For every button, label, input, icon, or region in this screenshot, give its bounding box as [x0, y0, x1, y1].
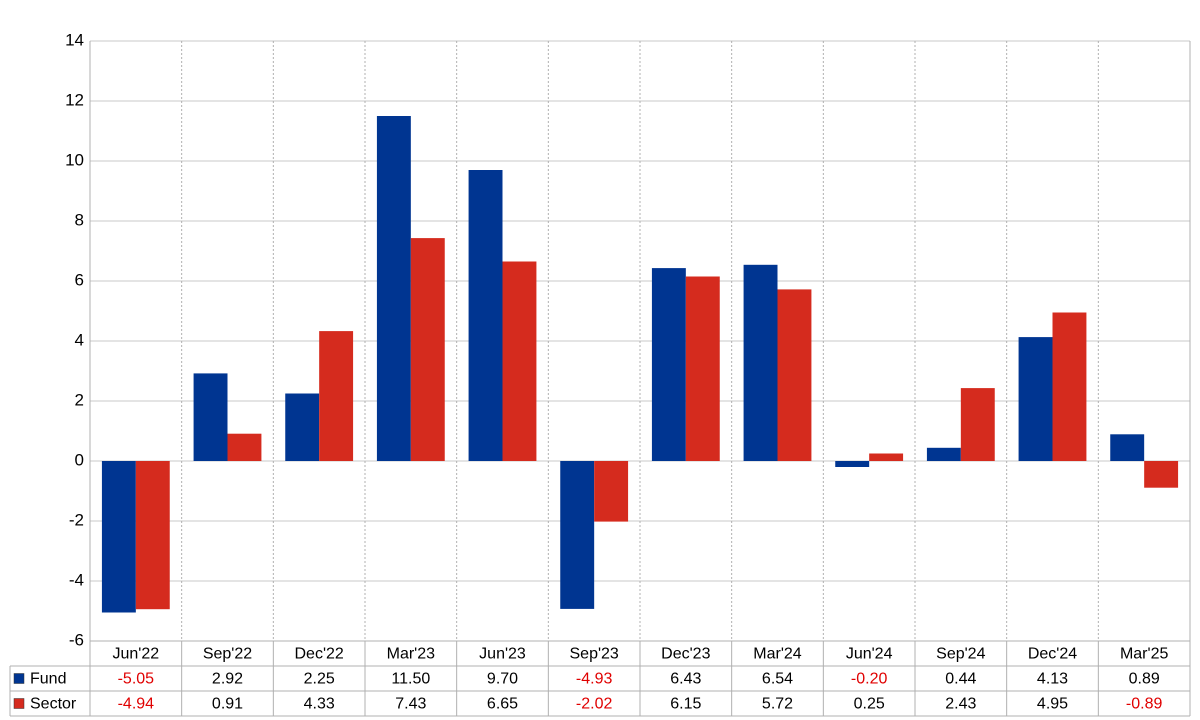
bar	[502, 261, 537, 461]
x-tick-label: Dec'22	[295, 646, 344, 663]
table-value: 11.50	[391, 671, 430, 688]
legend-swatch	[13, 673, 25, 684]
bar	[777, 289, 812, 461]
table-value: 2.92	[212, 671, 243, 688]
table-value: -4.94	[118, 696, 155, 713]
x-tick-label: Sep'23	[570, 646, 619, 663]
bar	[685, 276, 720, 461]
bar	[869, 453, 904, 461]
legend-swatch	[13, 698, 25, 709]
table-value: 0.44	[945, 671, 976, 688]
table-value: 4.13	[1037, 671, 1068, 688]
x-tick-label: Sep'22	[203, 646, 252, 663]
table-value: 0.91	[212, 696, 243, 713]
x-tick-label: Mar'23	[387, 646, 436, 663]
bar	[376, 116, 411, 461]
x-tick-label: Mar'24	[753, 646, 802, 663]
bar	[651, 268, 686, 461]
bar	[319, 331, 354, 461]
table-value: -4.93	[576, 671, 613, 688]
bar	[926, 447, 961, 461]
table-value: 2.43	[945, 696, 976, 713]
y-tick-label: 12	[65, 90, 84, 109]
table-value: 5.72	[762, 696, 793, 713]
table-value: 9.70	[487, 671, 518, 688]
legend-label: Sector	[30, 696, 77, 713]
y-tick-label: 6	[75, 270, 84, 289]
bar	[1110, 434, 1145, 461]
table-value: 6.15	[670, 696, 701, 713]
y-tick-label: -6	[69, 630, 84, 649]
bar	[835, 461, 870, 467]
y-tick-label: 4	[75, 330, 84, 349]
bar	[135, 461, 170, 610]
bar	[101, 461, 136, 613]
bar	[743, 264, 778, 461]
x-tick-label: Mar'25	[1120, 646, 1169, 663]
table-value: 0.89	[1129, 671, 1160, 688]
bar	[227, 433, 262, 461]
table-value: -5.05	[118, 671, 155, 688]
x-tick-label: Jun'24	[846, 646, 893, 663]
x-tick-label: Sep'24	[936, 646, 985, 663]
y-tick-label: 0	[75, 450, 84, 469]
legend-label: Fund	[30, 671, 66, 688]
table-value: 0.25	[854, 696, 885, 713]
table-value: -2.02	[576, 696, 613, 713]
bar	[285, 393, 320, 461]
table-value: 4.33	[304, 696, 335, 713]
bar	[594, 461, 629, 522]
x-tick-label: Dec'23	[661, 646, 710, 663]
bar	[960, 388, 995, 461]
y-tick-label: 8	[75, 210, 84, 229]
table-value: -0.89	[1126, 696, 1163, 713]
bar	[560, 461, 595, 609]
table-value: 4.95	[1037, 696, 1068, 713]
table-value: 6.65	[487, 696, 518, 713]
y-tick-label: -2	[69, 510, 84, 529]
bar	[193, 373, 228, 461]
x-tick-label: Jun'23	[479, 646, 526, 663]
y-tick-label: 14	[65, 30, 84, 49]
table-value: 6.43	[670, 671, 701, 688]
table-value: 7.43	[395, 696, 426, 713]
x-tick-label: Jun'22	[113, 646, 160, 663]
y-tick-label: -4	[69, 570, 84, 589]
bar	[1052, 312, 1087, 461]
table-value: -0.20	[851, 671, 888, 688]
y-tick-label: 10	[65, 150, 84, 169]
y-tick-label: 2	[75, 390, 84, 409]
bar	[468, 170, 503, 461]
bar	[410, 238, 445, 461]
bar	[1144, 461, 1179, 488]
table-value: 6.54	[762, 671, 793, 688]
x-tick-label: Dec'24	[1028, 646, 1077, 663]
bar	[1018, 337, 1053, 461]
table-value: 2.25	[304, 671, 335, 688]
